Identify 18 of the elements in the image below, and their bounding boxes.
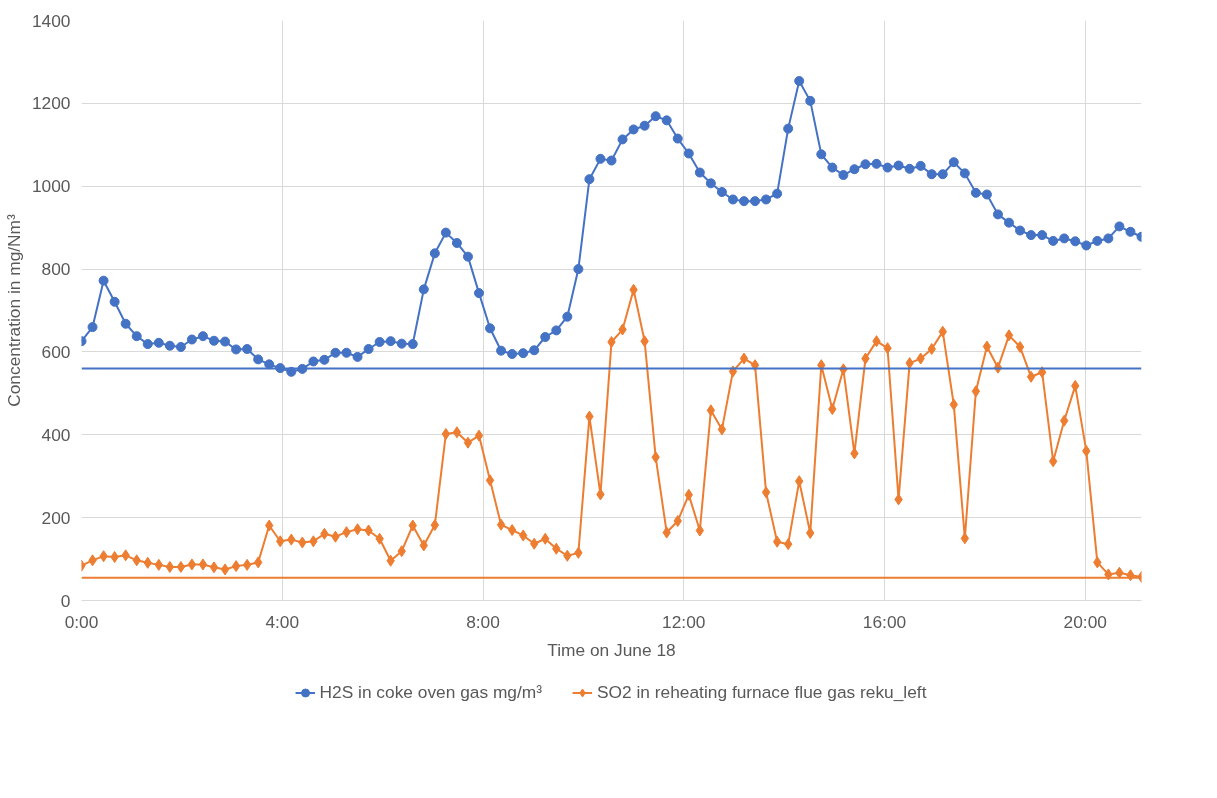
x-tick-label: 12:00: [662, 611, 706, 632]
x-tick-label: 4:00: [265, 611, 300, 632]
x-tick-label: 16:00: [862, 611, 907, 632]
y-tick-label: 400: [41, 424, 71, 445]
x-tick-label: 20:00: [1063, 611, 1107, 632]
y-tick-label: 1400: [31, 10, 71, 31]
y-tick-label: 1200: [31, 93, 71, 114]
legend-label: SO2 in reheating furnace flue gas reku_left: [597, 681, 927, 703]
y-tick-label: 800: [41, 259, 71, 280]
x-tick-label: 0:00: [64, 611, 99, 632]
y-tick-label: 200: [41, 507, 71, 528]
y-tick-label: 1000: [31, 176, 71, 197]
y-tick-label: 0: [60, 590, 71, 611]
x-axis-title: Time on June 18: [547, 639, 676, 660]
legend-label: H2S in coke oven gas mg/m³: [319, 681, 543, 703]
y-axis-title: Concentration in mg/Nm³: [3, 213, 24, 407]
x-tick-label: 8:00: [466, 611, 500, 632]
y-tick-label: 600: [41, 341, 71, 362]
